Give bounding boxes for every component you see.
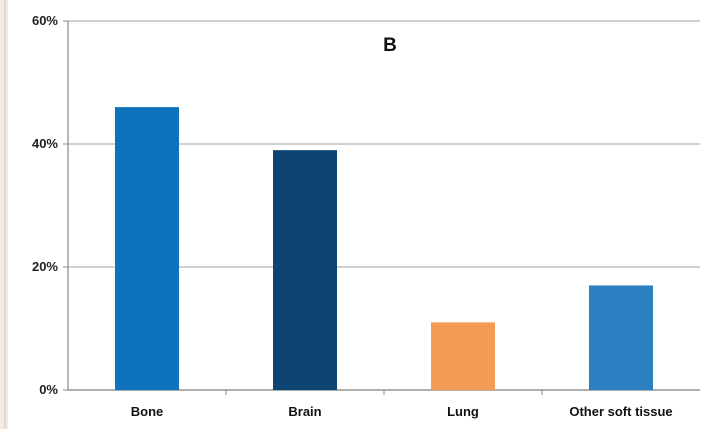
y-tick-label: 60%	[32, 13, 58, 28]
bar-brain	[273, 150, 337, 390]
y-tick-label: 0%	[39, 382, 58, 397]
bar-other-soft-tissue	[589, 285, 653, 390]
page-edge-rule	[4, 0, 6, 429]
y-tick-label: 20%	[32, 259, 58, 274]
bar-bone	[115, 107, 179, 390]
x-category-label: Lung	[447, 404, 479, 419]
chart-container: 0% 20% 40% 60% Bone Brain Lung Other soft tissu…	[8, 0, 710, 429]
x-category-label: Other soft tissue	[569, 404, 672, 419]
x-category-label: Bone	[131, 404, 164, 419]
panel-label: B	[383, 35, 397, 56]
bar-chart: 0% 20% 40% 60% Bone Brain Lung Other soft tissu…	[32, 13, 700, 419]
y-tick-label: 40%	[32, 136, 58, 151]
x-category-label: Brain	[288, 404, 321, 419]
bar-lung	[431, 322, 495, 390]
